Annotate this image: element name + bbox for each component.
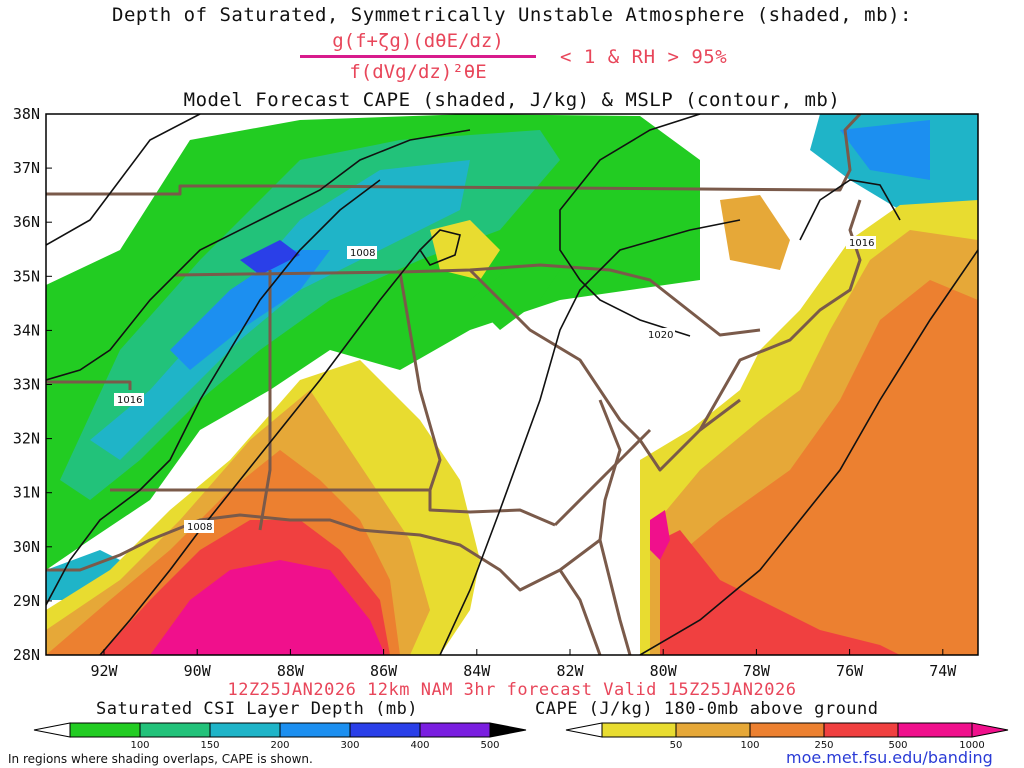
colorbar-tick-label: 100 xyxy=(130,740,149,751)
colorbar-tick-label: 400 xyxy=(410,740,429,751)
lat-label: 30N xyxy=(13,538,40,556)
colorbar-tick-label: 50 xyxy=(670,740,683,751)
colorbar-swatch xyxy=(601,722,677,738)
colorbar-end-low xyxy=(565,722,603,738)
lat-label: 32N xyxy=(13,430,40,448)
lon-label: 76W xyxy=(836,662,864,680)
lat-label: 29N xyxy=(13,592,40,610)
colorbar-tick-label: 250 xyxy=(814,740,833,751)
lon-label: 82W xyxy=(556,662,584,680)
colorbar-end-high xyxy=(971,722,1009,738)
colorbar-swatch xyxy=(69,722,141,738)
lat-label: 34N xyxy=(13,321,40,339)
isobar-label: 1016 xyxy=(849,238,874,249)
csi-colorbar: 100150200300400500600 xyxy=(33,722,527,751)
latitude-axis: 38N 37N 36N 35N 34N 33N 32N 31N 30N 29N 28N xyxy=(13,105,52,664)
longitude-axis: 92W 90W 88W 86W 84W 82W 80W 78W 76W 74W xyxy=(90,649,957,680)
formula-numerator: g(f+ζg)(dθE/dz) xyxy=(332,30,504,52)
lat-label: 33N xyxy=(13,376,40,394)
colorbar-end-high xyxy=(489,722,527,738)
formula-fraction-bar xyxy=(300,55,536,58)
csi-formula: g(f+ζg)(dθE/dz) f(dVg/dz)²θE xyxy=(300,30,536,85)
title-line-3: Model Forecast CAPE (shaded, J/kg) & MSL… xyxy=(183,89,841,111)
lat-label: 35N xyxy=(13,267,40,285)
isobar-label: 1020 xyxy=(648,330,673,341)
colorbar-swatch xyxy=(675,722,751,738)
lon-label: 92W xyxy=(90,662,118,680)
isobar-label: 1016 xyxy=(117,395,142,406)
cape-colorbar-title: CAPE (J/kg) 180-0mb above ground xyxy=(535,699,879,719)
mslp-isobars xyxy=(46,114,978,655)
csi-shading xyxy=(46,114,978,600)
lon-label: 90W xyxy=(184,662,212,680)
colorbar-tick-label: 300 xyxy=(340,740,359,751)
colorbar-tick-label: 500 xyxy=(888,740,907,751)
source-url[interactable]: moe.met.fsu.edu/banding xyxy=(786,748,993,767)
colorbar-end-low xyxy=(33,722,71,738)
colorbar-tick-label: 1000 xyxy=(959,740,984,751)
colorbar-swatch xyxy=(823,722,899,738)
colorbar-swatch xyxy=(349,722,421,738)
overlap-note: In regions where shading overlaps, CAPE … xyxy=(8,752,313,766)
colorbar-tick-label: 150 xyxy=(200,740,219,751)
colorbar-swatch xyxy=(139,722,211,738)
colorbar-swatch xyxy=(419,722,491,738)
formula-denominator: f(dVg/dz)²θE xyxy=(349,61,487,83)
colorbar-swatch xyxy=(209,722,281,738)
isobar-label: 1008 xyxy=(187,522,212,533)
colorbar-tick-label: 100 xyxy=(740,740,759,751)
isobar-labels: 1008 1016 1020 1016 1008 xyxy=(114,236,876,533)
colorbar-swatch xyxy=(749,722,825,738)
cape-colorbar: 50 100 250 500 1000 xyxy=(565,722,1009,751)
lat-label: 28N xyxy=(13,646,40,664)
title-line-1: Depth of Saturated, Symmetrically Unstab… xyxy=(112,4,912,26)
lon-label: 84W xyxy=(463,662,491,680)
valid-time-line: 12Z25JAN2026 12km NAM 3hr forecast Valid… xyxy=(227,680,797,700)
lat-label: 36N xyxy=(13,213,40,231)
isobar-label: 1008 xyxy=(350,248,375,259)
formula-condition: < 1 & RH > 95% xyxy=(560,46,728,68)
lon-label: 78W xyxy=(743,662,771,680)
colorbar-tick-label: 500 xyxy=(480,740,499,751)
colorbar-swatch xyxy=(897,722,973,738)
colorbar-swatch xyxy=(279,722,351,738)
lat-label: 37N xyxy=(13,159,40,177)
lon-label: 86W xyxy=(370,662,398,680)
lon-label: 80W xyxy=(650,662,678,680)
lat-label: 38N xyxy=(13,105,40,123)
lon-label: 88W xyxy=(277,662,305,680)
lat-label: 31N xyxy=(13,484,40,502)
state-borders xyxy=(46,114,862,655)
lon-label: 74W xyxy=(929,662,957,680)
csi-colorbar-title: Saturated CSI Layer Depth (mb) xyxy=(96,699,419,719)
forecast-map: 1008 1016 1020 1016 1008 38N 37N 36N 35N 34N… xyxy=(13,105,979,680)
colorbar-tick-label: 200 xyxy=(270,740,289,751)
